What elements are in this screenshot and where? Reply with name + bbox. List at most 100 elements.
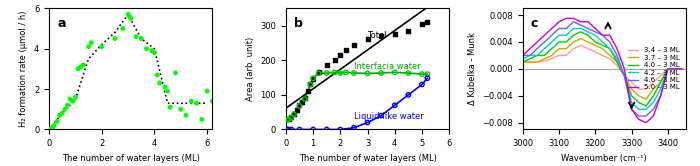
Point	[402, 72, 414, 74]
4.2 – 3 ML	[635, 108, 643, 110]
3.7 – 3 ML	[627, 88, 636, 90]
4.0 – 3 ML	[519, 61, 527, 63]
Point	[206, 100, 218, 103]
Point	[321, 72, 332, 74]
4.0 – 3 ML	[526, 58, 534, 60]
4.6 – 3 ML	[569, 21, 577, 23]
4.6 – 3 ML	[620, 75, 629, 77]
4.0 – 3 ML	[562, 41, 570, 43]
4.2 – 3 ML	[678, 68, 687, 70]
3.7 – 3 ML	[547, 54, 556, 56]
Point	[283, 118, 294, 121]
Point	[321, 64, 332, 67]
Point	[154, 82, 165, 84]
3.4 – 3 ML	[547, 58, 556, 60]
4.2 – 3 ML	[569, 28, 577, 30]
Point	[283, 128, 294, 131]
Point	[389, 104, 400, 107]
Line: 5.0 – 3 ML: 5.0 – 3 ML	[523, 18, 682, 123]
Point	[416, 83, 428, 86]
Point	[402, 30, 414, 32]
4.6 – 3 ML	[591, 31, 599, 33]
4.6 – 3 ML	[678, 68, 687, 70]
4.0 – 3 ML	[627, 95, 636, 97]
Point	[109, 37, 120, 40]
3.4 – 3 ML	[555, 54, 564, 56]
5.0 – 3 ML	[664, 68, 672, 70]
Line: 3.7 – 3 ML: 3.7 – 3 ML	[523, 39, 682, 99]
4.6 – 3 ML	[562, 28, 570, 30]
4.0 – 3 ML	[657, 81, 665, 83]
Point	[281, 128, 293, 131]
Point	[160, 86, 171, 88]
4.2 – 3 ML	[519, 58, 527, 60]
4.6 – 3 ML	[606, 41, 614, 43]
Point	[302, 90, 313, 93]
4.0 – 3 ML	[664, 68, 672, 70]
3.7 – 3 ML	[664, 68, 672, 70]
Point	[300, 97, 311, 100]
4.6 – 3 ML	[649, 108, 657, 110]
Text: c: c	[531, 17, 538, 30]
5.0 – 3 ML	[620, 68, 629, 70]
Point	[125, 17, 136, 20]
4.6 – 3 ML	[635, 115, 643, 117]
Point	[288, 113, 300, 116]
3.4 – 3 ML	[664, 68, 672, 70]
4.2 – 3 ML	[649, 102, 657, 104]
3.4 – 3 ML	[657, 75, 665, 77]
Point	[422, 21, 433, 23]
3.4 – 3 ML	[577, 44, 585, 46]
Point	[49, 124, 60, 127]
Point	[304, 83, 316, 86]
Point	[67, 100, 78, 103]
3.4 – 3 ML	[562, 54, 570, 56]
Point	[416, 73, 428, 75]
4.2 – 3 ML	[671, 68, 679, 70]
Text: Liquid-like water: Liquid-like water	[354, 112, 424, 121]
5.0 – 3 ML	[547, 28, 556, 30]
3.4 – 3 ML	[540, 60, 549, 62]
Point	[83, 45, 94, 48]
5.0 – 3 ML	[526, 48, 534, 50]
4.6 – 3 ML	[664, 68, 672, 70]
Point	[122, 13, 134, 16]
3.7 – 3 ML	[540, 58, 549, 60]
4.0 – 3 ML	[569, 34, 577, 36]
Text: a: a	[57, 17, 66, 30]
4.2 – 3 ML	[606, 48, 614, 50]
Point	[64, 98, 76, 100]
Point	[340, 48, 351, 51]
4.6 – 3 ML	[519, 54, 527, 56]
Point	[362, 121, 373, 124]
Point	[362, 72, 373, 75]
Point	[124, 15, 135, 18]
3.4 – 3 ML	[526, 61, 534, 63]
Point	[170, 72, 181, 74]
3.4 – 3 ML	[606, 58, 614, 60]
Point	[72, 68, 83, 70]
4.0 – 3 ML	[671, 68, 679, 70]
Point	[181, 114, 192, 117]
4.0 – 3 ML	[678, 68, 687, 70]
4.2 – 3 ML	[598, 41, 607, 43]
5.0 – 3 ML	[598, 34, 607, 36]
4.6 – 3 ML	[627, 108, 636, 110]
Point	[313, 71, 324, 74]
4.2 – 3 ML	[642, 108, 650, 110]
4.2 – 3 ML	[562, 34, 570, 36]
4.2 – 3 ML	[664, 68, 672, 70]
4.6 – 3 ML	[584, 28, 592, 30]
3.4 – 3 ML	[620, 75, 629, 77]
4.6 – 3 ML	[642, 115, 650, 117]
4.0 – 3 ML	[577, 31, 585, 33]
5.0 – 3 ML	[562, 17, 570, 19]
Line: 4.0 – 3 ML: 4.0 – 3 ML	[523, 32, 682, 106]
3.7 – 3 ML	[612, 61, 621, 63]
3.7 – 3 ML	[678, 68, 687, 70]
Point	[60, 108, 71, 111]
Y-axis label: H₂ formation rate (μmol / h): H₂ formation rate (μmol / h)	[20, 11, 28, 127]
Point	[349, 126, 360, 129]
Point	[70, 96, 81, 98]
Point	[46, 127, 57, 130]
